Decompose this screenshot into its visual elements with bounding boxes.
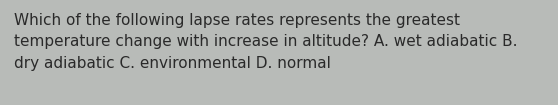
- Text: Which of the following lapse rates represents the greatest
temperature change wi: Which of the following lapse rates repre…: [14, 13, 517, 71]
